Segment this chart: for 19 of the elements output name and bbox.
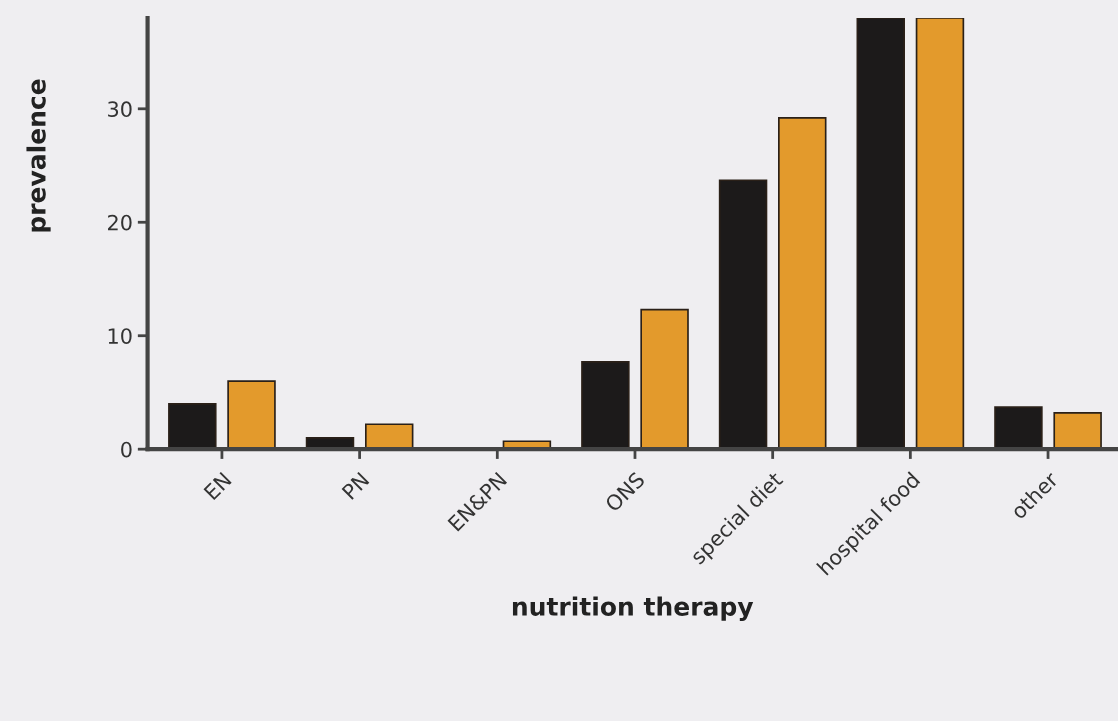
bar <box>168 402 217 450</box>
bar <box>856 18 905 450</box>
y-tick-label: 10 <box>108 328 132 344</box>
y-tick-label: 0 <box>121 441 132 458</box>
x-axis-title: nutrition therapy <box>512 596 754 621</box>
bar <box>581 360 630 450</box>
bar <box>718 179 768 450</box>
y-tick-label: 20 <box>108 214 132 231</box>
bar <box>640 308 689 450</box>
bar <box>778 117 827 450</box>
bar <box>227 380 276 450</box>
bar <box>364 423 414 450</box>
y-tick-label: 30 <box>108 101 132 118</box>
y-axis-title: prevalence <box>26 79 51 232</box>
x-tick-label: EN <box>203 471 232 501</box>
bar <box>994 406 1043 450</box>
bar <box>915 18 965 450</box>
bar <box>1053 412 1102 450</box>
x-tick-label: PN <box>341 471 370 500</box>
